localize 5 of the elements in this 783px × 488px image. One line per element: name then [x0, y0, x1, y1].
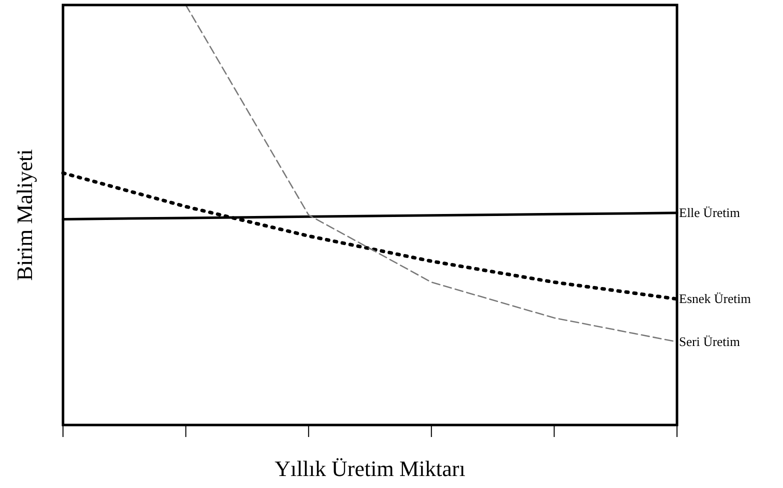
series-label: Esnek Üretim: [679, 291, 751, 306]
series-label: Elle Üretim: [679, 204, 740, 220]
y-axis-title: Birim Maliyeti: [12, 149, 37, 281]
series-label: Seri Üretim: [679, 334, 740, 349]
x-axis-title: Yıllık Üretim Miktarı: [274, 456, 466, 481]
